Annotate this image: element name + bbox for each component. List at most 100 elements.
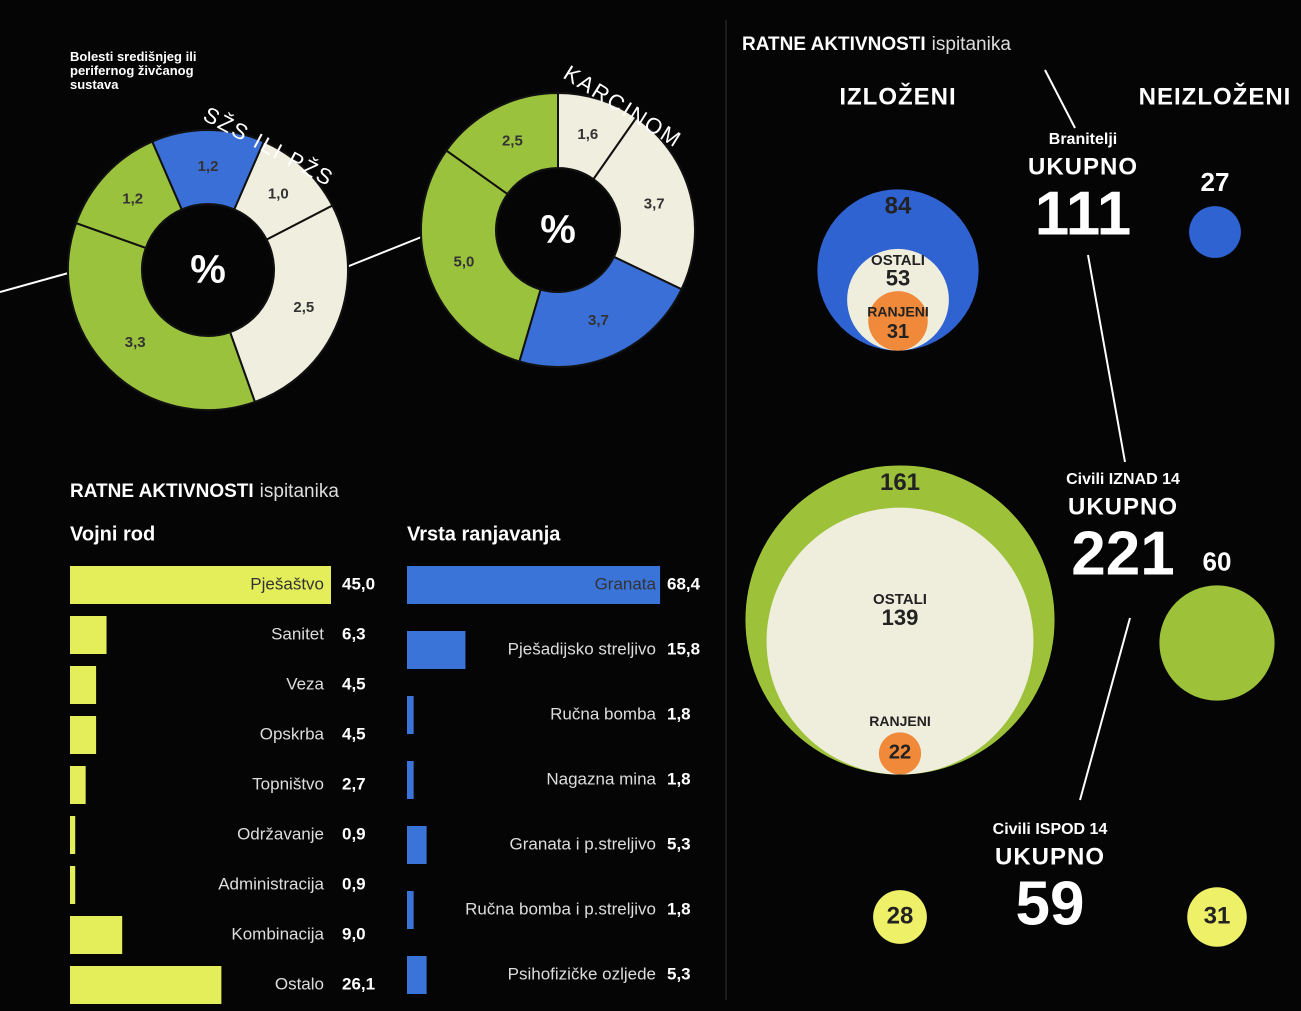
bar-category: Ručna bomba xyxy=(550,704,656,723)
title-rest: ispitanika xyxy=(932,34,1012,55)
bar-category: Pješadijsko streljivo xyxy=(508,639,656,658)
bar xyxy=(407,826,427,864)
title-rest: ispitanika xyxy=(260,481,340,502)
bar-value: 9,0 xyxy=(342,924,366,943)
infographic: 1,21,02,53,31,2%SŽS ILI PŽS1,63,73,75,02… xyxy=(0,0,1301,1011)
bar-heading: Vrsta ranjavanja xyxy=(407,523,561,545)
segment-label: 1,2 xyxy=(198,158,219,175)
total-label: UKUPNO xyxy=(995,843,1105,870)
bar xyxy=(70,716,96,754)
connector xyxy=(1088,255,1125,462)
bar-value: 0,9 xyxy=(342,824,366,843)
bar-value: 1,8 xyxy=(667,769,691,788)
wounded-label: RANJENI xyxy=(869,713,930,729)
center-label: % xyxy=(540,208,576,252)
bar xyxy=(407,631,465,669)
bar xyxy=(70,816,75,854)
segment-label: 3,3 xyxy=(125,334,146,351)
bubble-value: 28 xyxy=(887,902,914,929)
bar-value: 5,3 xyxy=(667,834,691,853)
bar-value: 45,0 xyxy=(342,574,375,593)
column-label: IZLOŽENI xyxy=(839,82,956,110)
bar-category: Granata i p.streljivo xyxy=(510,834,656,853)
total-label: UKUPNO xyxy=(1028,153,1138,180)
bar-value: 4,5 xyxy=(342,674,366,693)
group-name: Civili IZNAD 14 xyxy=(1066,471,1180,488)
bubble-unexposed xyxy=(1189,206,1241,258)
group-name: Civili ISPOD 14 xyxy=(993,821,1108,838)
bar-category: Nagazna mina xyxy=(546,769,656,788)
connector xyxy=(1045,70,1075,128)
bar xyxy=(407,956,427,994)
segment-label: 3,7 xyxy=(644,196,665,213)
connector xyxy=(1080,618,1130,800)
bar-value: 1,8 xyxy=(667,899,691,918)
bar-category: Ostalo xyxy=(275,974,324,993)
title-bold: RATNE AKTIVNOSTI xyxy=(742,34,926,55)
bar-value: 4,5 xyxy=(342,724,366,743)
bar-category: Pješaštvo xyxy=(250,574,324,593)
others-value: 53 xyxy=(886,266,910,291)
wounded-value: 22 xyxy=(889,742,911,764)
bar xyxy=(407,696,414,734)
segment-label: 1,2 xyxy=(122,191,143,208)
donut-segment xyxy=(421,151,541,362)
bubble-value: 27 xyxy=(1201,167,1230,197)
segment-label: 2,5 xyxy=(293,299,314,316)
bar-value: 5,3 xyxy=(667,964,691,983)
bar-category: Ručna bomba i p.streljivo xyxy=(465,899,656,918)
bar-category: Administracija xyxy=(218,874,324,893)
segment-label: 5,0 xyxy=(454,254,475,271)
segment-label: 1,6 xyxy=(577,126,598,143)
bar-value: 1,8 xyxy=(667,704,691,723)
bubble-unexposed xyxy=(1159,585,1274,700)
bar xyxy=(70,666,96,704)
bar-category: Sanitet xyxy=(271,624,324,643)
total-value: 221 xyxy=(1071,519,1174,588)
column-label: NEIZLOŽENI xyxy=(1139,82,1292,110)
annotation: Bolesti središnjeg ili perifernog živčan… xyxy=(70,50,245,92)
total-value: 111 xyxy=(1035,179,1132,248)
bar-category: Kombinacija xyxy=(231,924,324,943)
center-label: % xyxy=(190,248,226,292)
bubble-value: 60 xyxy=(1203,546,1232,576)
section-title: RATNE AKTIVNOSTI ispitanika xyxy=(70,481,339,502)
bar xyxy=(70,916,122,954)
segment-label: 2,5 xyxy=(502,133,523,150)
total-value: 59 xyxy=(1016,869,1085,938)
bar-value: 2,7 xyxy=(342,774,366,793)
bar xyxy=(70,966,221,1004)
bar-value: 15,8 xyxy=(667,639,700,658)
bar-category: Opskrba xyxy=(260,724,325,743)
bar-heading: Vojni rod xyxy=(70,523,155,545)
segment-label: 3,7 xyxy=(588,312,609,329)
wounded-label: RANJENI xyxy=(867,304,928,320)
group-name: Branitelji xyxy=(1049,131,1117,148)
donut-segment xyxy=(68,223,255,410)
bar-category: Topništvo xyxy=(252,774,324,793)
total-label: UKUPNO xyxy=(1068,493,1178,520)
bar-value: 68,4 xyxy=(667,574,701,593)
title-bold: RATNE AKTIVNOSTI xyxy=(70,481,254,502)
bar xyxy=(70,766,86,804)
bar-category: Granata xyxy=(595,574,657,593)
connector xyxy=(0,272,72,292)
bar-value: 0,9 xyxy=(342,874,366,893)
bar-value: 26,1 xyxy=(342,974,375,993)
bar-value: 6,3 xyxy=(342,624,366,643)
section-title: RATNE AKTIVNOSTI ispitanika xyxy=(742,34,1011,55)
bar xyxy=(70,866,75,904)
connector xyxy=(344,236,424,268)
bar xyxy=(407,891,414,929)
bar xyxy=(407,761,414,799)
wounded-value: 31 xyxy=(887,321,909,343)
bar-category: Održavanje xyxy=(237,824,324,843)
segment-label: 1,0 xyxy=(268,186,289,203)
chart: 1,21,02,53,31,2%SŽS ILI PŽS1,63,73,75,02… xyxy=(0,0,1301,1011)
bar-category: Veza xyxy=(286,674,324,693)
bubble-value: 161 xyxy=(880,469,920,496)
bubble-value: 31 xyxy=(1204,902,1231,929)
bar-category: Psihofizičke ozljede xyxy=(508,964,656,983)
bubble-value: 84 xyxy=(885,193,912,220)
bar xyxy=(70,616,107,654)
